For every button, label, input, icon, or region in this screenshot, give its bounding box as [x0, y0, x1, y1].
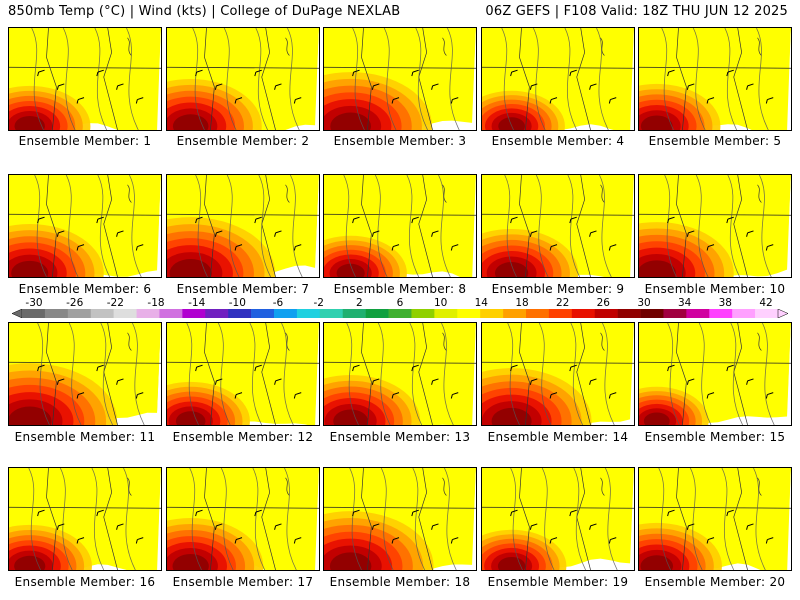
ensemble-member-map-15[interactable]	[638, 322, 792, 426]
ensemble-member-map-4[interactable]	[481, 27, 635, 131]
colorbar-swatch	[67, 309, 92, 318]
colorbar-swatches	[12, 309, 788, 318]
colorbar-swatch	[159, 309, 183, 318]
colorbar-swatch	[22, 309, 46, 318]
ensemble-member-label-5: Ensemble Member: 5	[648, 134, 782, 148]
ensemble-member-map-16[interactable]	[8, 467, 162, 571]
colorbar-swatch	[319, 309, 344, 318]
colorbar-tick-label: 22	[556, 297, 570, 309]
colorbar-swatch	[251, 309, 275, 318]
colorbar-swatch	[686, 309, 710, 318]
ensemble-member-map-7[interactable]	[166, 174, 320, 278]
colorbar-tick-label: -2	[313, 297, 324, 309]
colorbar-swatch	[434, 309, 458, 318]
ensemble-member-label-1: Ensemble Member: 1	[18, 134, 152, 148]
colorbar-tick-label: 2	[355, 297, 363, 309]
ensemble-member-map-11[interactable]	[8, 322, 162, 426]
ensemble-member-map-10[interactable]	[638, 174, 792, 278]
ensemble-member-label-3: Ensemble Member: 3	[333, 134, 467, 148]
colorbar-tick-label: 34	[678, 297, 692, 309]
colorbar-tick-label: 42	[759, 297, 773, 309]
colorbar-tick-label: -30	[25, 297, 43, 309]
ensemble-member-map-3[interactable]	[323, 27, 477, 131]
colorbar-swatch	[342, 309, 366, 318]
ensemble-member-map-1[interactable]	[8, 27, 162, 131]
colorbar-high-arrow	[777, 309, 788, 318]
ensemble-member-label-6: Ensemble Member: 6	[18, 282, 152, 296]
ensemble-member-label-8: Ensemble Member: 8	[333, 282, 467, 296]
ensemble-member-label-19: Ensemble Member: 19	[487, 575, 629, 589]
colorbar-swatch	[526, 309, 550, 318]
ensemble-member-map-9[interactable]	[481, 174, 635, 278]
ensemble-member-label-12: Ensemble Member: 12	[172, 430, 314, 444]
ensemble-member-map-13[interactable]	[323, 322, 477, 426]
ensemble-member-label-7: Ensemble Member: 7	[176, 282, 310, 296]
colorbar-tick-label: 14	[474, 297, 488, 309]
ensemble-member-map-19[interactable]	[481, 467, 635, 571]
colorbar-tick-label: 10	[434, 297, 448, 309]
colorbar-swatch	[274, 309, 298, 318]
colorbar-tick-label: -10	[228, 297, 246, 309]
ensemble-member-label-16: Ensemble Member: 16	[14, 575, 156, 589]
ensemble-member-label-15: Ensemble Member: 15	[644, 430, 786, 444]
colorbar-tick-label: 26	[596, 297, 610, 309]
ensemble-member-map-12[interactable]	[166, 322, 320, 426]
colorbar-swatch	[617, 309, 641, 318]
colorbar-tick-label: -6	[272, 297, 284, 309]
colorbar-swatch	[594, 309, 618, 318]
ensemble-member-map-6[interactable]	[8, 174, 162, 278]
colorbar-swatch	[709, 309, 733, 318]
colorbar-swatch	[136, 309, 160, 318]
colorbar-swatch	[388, 309, 412, 318]
ensemble-member-label-9: Ensemble Member: 9	[491, 282, 625, 296]
temperature-colorbar: -30 -26 -22 -18 -14 -10 -6 -2 2 6 10 14 18 22 26 30 34 38…	[12, 297, 788, 321]
colorbar-swatch	[755, 309, 779, 318]
ensemble-member-map-14[interactable]	[481, 322, 635, 426]
chart-title: 850mb Temp (°C) | Wind (kts) | College o…	[8, 4, 401, 19]
ensemble-member-label-14: Ensemble Member: 14	[487, 430, 629, 444]
colorbar-swatch	[182, 309, 206, 318]
colorbar-swatch	[640, 309, 664, 318]
colorbar-swatch	[480, 309, 504, 318]
ensemble-member-label-17: Ensemble Member: 17	[172, 575, 314, 589]
colorbar-swatch	[205, 309, 229, 318]
colorbar-tick-label: -14	[188, 297, 206, 309]
colorbar-tick-label: 6	[396, 297, 404, 309]
ensemble-member-label-2: Ensemble Member: 2	[176, 134, 310, 148]
colorbar-swatch	[571, 309, 596, 318]
run-valid-time: 06Z GEFS | F108 Valid: 18Z THU JUN 12 20…	[485, 4, 788, 19]
ensemble-member-label-20: Ensemble Member: 20	[644, 575, 786, 589]
colorbar-swatch	[411, 309, 435, 318]
colorbar-swatch	[503, 309, 527, 318]
ensemble-member-label-4: Ensemble Member: 4	[491, 134, 625, 148]
colorbar-swatch	[113, 309, 137, 318]
colorbar-swatch	[228, 309, 252, 318]
ensemble-member-map-20[interactable]	[638, 467, 792, 571]
ensemble-member-label-13: Ensemble Member: 13	[329, 430, 471, 444]
colorbar-swatch	[732, 309, 756, 318]
colorbar-tick-label: 38	[718, 297, 732, 309]
colorbar-tick-label: -18	[147, 297, 165, 309]
colorbar-tick-label: 18	[515, 297, 529, 309]
ensemble-member-map-18[interactable]	[323, 467, 477, 571]
colorbar-swatch	[44, 309, 69, 318]
ensemble-member-map-8[interactable]	[323, 174, 477, 278]
colorbar-swatch	[663, 309, 687, 318]
colorbar-swatch	[365, 309, 389, 318]
ensemble-member-map-5[interactable]	[638, 27, 792, 131]
colorbar-swatch	[296, 309, 321, 318]
ensemble-member-label-18: Ensemble Member: 18	[329, 575, 471, 589]
colorbar-tick-label: -26	[66, 297, 84, 309]
ensemble-member-map-2[interactable]	[166, 27, 320, 131]
colorbar-swatch	[548, 309, 573, 318]
ensemble-member-label-10: Ensemble Member: 10	[644, 282, 786, 296]
colorbar-tick-label: 30	[637, 297, 651, 309]
ensemble-member-label-11: Ensemble Member: 11	[14, 430, 156, 444]
colorbar-swatch	[457, 309, 481, 318]
ensemble-member-map-17[interactable]	[166, 467, 320, 571]
colorbar-tick-label: -22	[106, 297, 124, 309]
colorbar-swatch	[90, 309, 114, 318]
colorbar-low-arrow	[12, 309, 23, 318]
